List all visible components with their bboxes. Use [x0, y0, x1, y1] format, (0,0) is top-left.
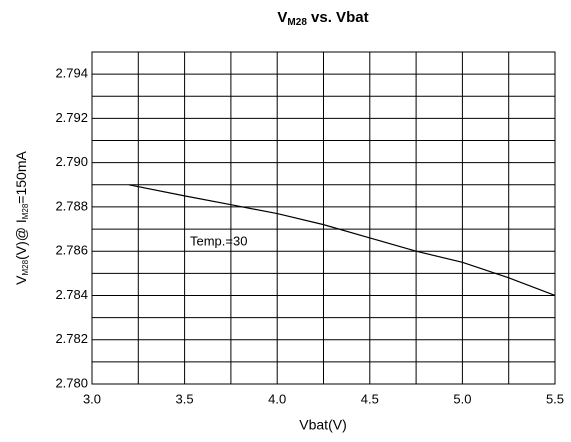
x-tick-label: 4.0 — [268, 391, 286, 406]
y-tick-label: 2.780 — [55, 375, 88, 390]
y-tick-label: 2.782 — [55, 331, 88, 346]
y-tick-label: 2.784 — [55, 287, 88, 302]
x-tick-label: 3.5 — [176, 391, 194, 406]
y-tick-label: 2.788 — [55, 198, 88, 213]
y-tick-label: 2.786 — [55, 243, 88, 258]
chart-title: VM28 vs. Vbat — [277, 9, 368, 28]
y-tick-label: 2.790 — [55, 154, 88, 169]
series-line — [128, 184, 556, 297]
x-tick-label: 5.5 — [546, 391, 564, 406]
y-tick-label: 2.794 — [55, 66, 88, 81]
x-tick-label: 5.0 — [453, 391, 471, 406]
x-axis-label: Vbat(V) — [299, 417, 346, 433]
annotation: Temp.=30 — [190, 233, 247, 248]
y-tick-label: 2.792 — [55, 110, 88, 125]
x-tick-label: 3.0 — [83, 391, 101, 406]
x-tick-label: 4.5 — [361, 391, 379, 406]
y-axis-label: VM28(V)@ IM28=150mA — [13, 151, 30, 285]
